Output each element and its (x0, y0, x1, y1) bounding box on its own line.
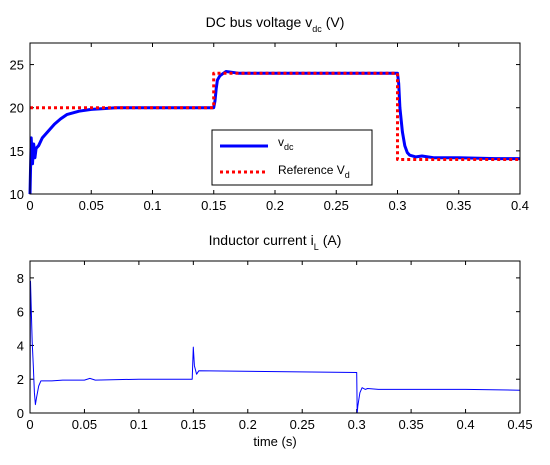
x-tick-label: 0.2 (239, 417, 257, 432)
legend-box (211, 129, 373, 186)
x-tick-label: 0.35 (446, 198, 471, 213)
legend-label-vdc: vdc (278, 135, 294, 152)
y-tick-label: 6 (17, 305, 24, 320)
x-tick-label: 0.4 (511, 198, 529, 213)
x-tick-label: 0.3 (348, 417, 366, 432)
y-tick-label: 20 (10, 101, 24, 116)
current-chart-title: Inductor current iL (A) (209, 232, 342, 252)
y-tick-label: 2 (17, 372, 24, 387)
voltage-chart: DC bus voltage vdc (V) 0 0.05 0.1 0.15 0.2 0.2… (10, 14, 530, 213)
legend-label-reference: Reference Vd (278, 163, 350, 180)
current-chart-frame (29, 260, 521, 414)
x-tick-label: 0.3 (388, 198, 406, 213)
y-tick-label: 0 (17, 406, 24, 421)
voltage-chart-title: DC bus voltage vdc (V) (206, 14, 345, 34)
x-tick-label: 0 (26, 417, 33, 432)
x-tick-label: 0.05 (79, 198, 104, 213)
voltage-chart-series-line-0 (28, 70, 520, 195)
x-tick-label: 0.2 (266, 198, 284, 213)
voltage-chart-legend: vdc Reference Vd (211, 129, 373, 186)
x-tick-label: 0 (26, 198, 33, 213)
x-tick-label: 0.4 (457, 417, 475, 432)
voltage-chart-series (28, 70, 520, 195)
voltage-chart-frame (29, 42, 521, 195)
y-tick-label: 8 (17, 271, 24, 286)
x-tick-label: 0.15 (201, 198, 226, 213)
x-tick-label: 0.45 (507, 417, 532, 432)
voltage-chart-ticks: 0 0.05 0.1 0.15 0.2 0.25 0.3 0.35 0.4 10 15 20 25 (10, 43, 529, 213)
y-tick-label: 4 (17, 338, 24, 353)
y-tick-label: 15 (10, 144, 24, 159)
current-chart: Inductor current iL (A) 0 0.05 0.1 0.15 0.2 0.… (17, 232, 533, 449)
current-chart-ticks: 0 0.05 0.1 0.15 0.2 0.25 0.3 0.35 0.4 0.45 0 2 4 6 8 (17, 261, 533, 432)
x-tick-label: 0.35 (398, 417, 423, 432)
y-tick-label: 10 (10, 187, 24, 202)
current-chart-series (29, 280, 521, 414)
x-tick-label: 0.25 (290, 417, 315, 432)
x-tick-label: 0.1 (130, 417, 148, 432)
x-tick-label: 0.25 (324, 198, 349, 213)
y-tick-label: 25 (10, 58, 24, 73)
x-tick-label: 0.1 (143, 198, 161, 213)
current-chart-series-line-0 (29, 280, 521, 414)
current-chart-xlabel: time (s) (253, 434, 296, 449)
x-tick-label: 0.05 (72, 417, 97, 432)
x-tick-label: 0.15 (181, 417, 206, 432)
